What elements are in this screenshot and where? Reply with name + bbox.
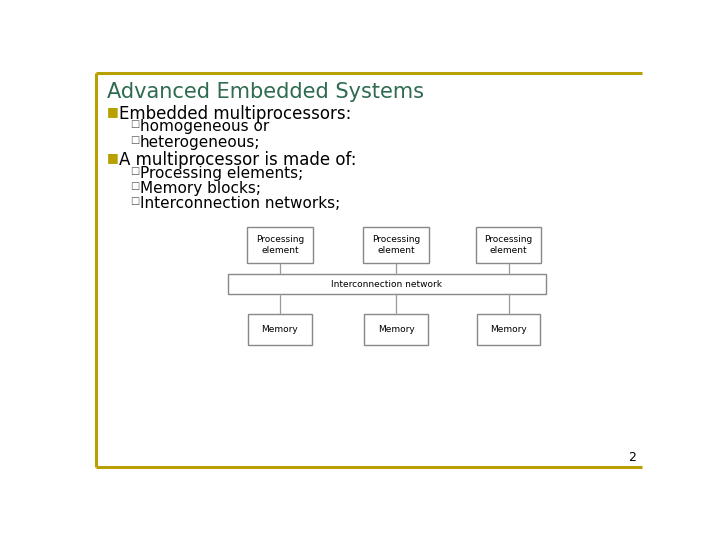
Text: Embedded multiprocessors:: Embedded multiprocessors:: [120, 105, 352, 123]
Text: homogeneous or: homogeneous or: [140, 119, 269, 134]
FancyBboxPatch shape: [248, 314, 312, 345]
Text: Processing
element: Processing element: [485, 235, 533, 255]
Text: Advanced Embedded Systems: Advanced Embedded Systems: [107, 82, 424, 102]
Text: ■: ■: [107, 105, 119, 118]
Text: heterogeneous;: heterogeneous;: [140, 135, 260, 150]
Text: Processing elements;: Processing elements;: [140, 166, 303, 181]
Text: □: □: [130, 197, 140, 206]
Text: □: □: [130, 119, 140, 130]
Text: Interconnection networks;: Interconnection networks;: [140, 197, 340, 212]
Text: Processing
element: Processing element: [256, 235, 304, 255]
FancyBboxPatch shape: [247, 226, 312, 264]
Text: Memory: Memory: [490, 325, 527, 334]
FancyBboxPatch shape: [364, 314, 428, 345]
Text: □: □: [130, 135, 140, 145]
FancyBboxPatch shape: [476, 226, 541, 264]
Text: A multiprocessor is made of:: A multiprocessor is made of:: [120, 151, 357, 169]
Text: 2: 2: [629, 451, 636, 464]
Text: Memory: Memory: [261, 325, 298, 334]
Text: Memory blocks;: Memory blocks;: [140, 181, 261, 196]
Text: □: □: [130, 166, 140, 176]
Text: Memory: Memory: [378, 325, 415, 334]
FancyBboxPatch shape: [363, 226, 429, 264]
Text: □: □: [130, 181, 140, 191]
Text: ■: ■: [107, 151, 119, 164]
FancyBboxPatch shape: [228, 274, 546, 294]
Text: Interconnection network: Interconnection network: [331, 280, 442, 289]
Text: Processing
element: Processing element: [372, 235, 420, 255]
FancyBboxPatch shape: [477, 314, 540, 345]
